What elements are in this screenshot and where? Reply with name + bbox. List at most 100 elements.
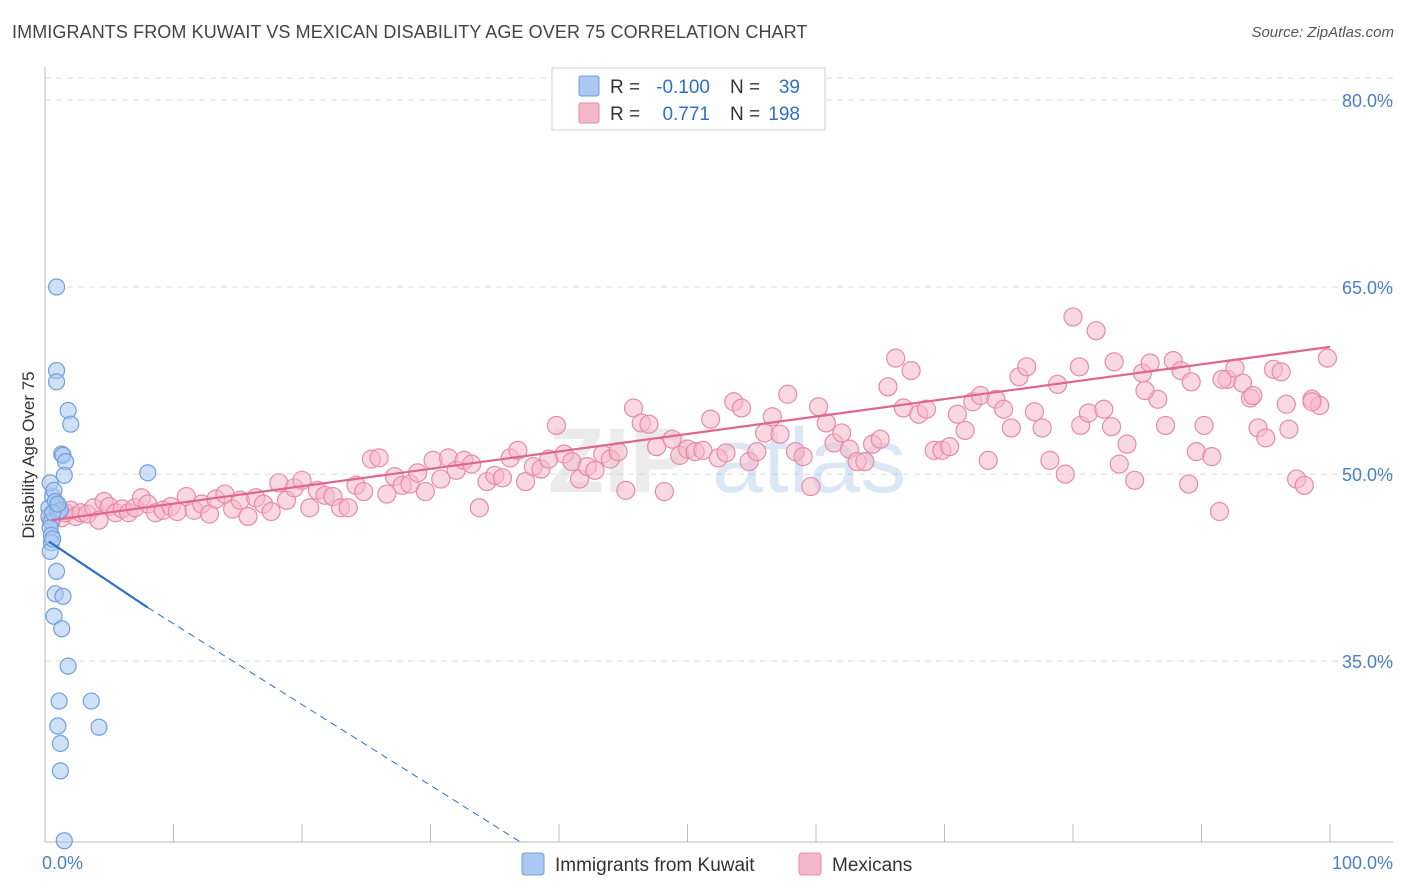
chart-source: Source: ZipAtlas.com (1251, 24, 1394, 41)
stats-r-label-kuwait: R = (610, 77, 640, 98)
kuwait-point (51, 762, 70, 780)
kuwait-point (49, 495, 67, 513)
kuwait-point (90, 718, 108, 736)
kuwait-points (40, 278, 157, 850)
mexican-point (1181, 372, 1201, 392)
kuwait-trend-extension (147, 607, 521, 843)
mexican-point (1086, 321, 1106, 341)
mexican-point (716, 443, 736, 463)
mexican-point (1040, 450, 1060, 470)
stats-swatch-mexican (578, 102, 600, 124)
x-tick-label-min: 0.0% (42, 853, 83, 873)
grid-layer (45, 77, 1393, 662)
mexican-point (1294, 475, 1314, 495)
mexican-point (1117, 434, 1137, 454)
mexican-point (1055, 464, 1075, 484)
mexican-point (585, 460, 605, 480)
mexican-point (431, 469, 451, 489)
mexican-point (238, 506, 258, 527)
mexican-point (832, 423, 852, 443)
mexican-point (1271, 362, 1291, 382)
legend-swatch-mexican[interactable] (798, 852, 822, 876)
mexican-point (793, 447, 813, 467)
stats-n-label-kuwait: N = (730, 77, 760, 98)
mexican-point (639, 414, 659, 434)
mexican-point (515, 471, 536, 492)
mexican-point (1101, 417, 1122, 437)
mexican-point (1194, 415, 1214, 436)
mexican-point (662, 429, 682, 449)
mexican-point (1202, 447, 1222, 467)
legend-label-kuwait[interactable]: Immigrants from Kuwait (555, 855, 755, 876)
mexican-point (731, 398, 752, 418)
mexican-trend-line (51, 345, 1331, 522)
mexican-point (1209, 501, 1230, 522)
kuwait-point (53, 620, 71, 638)
kuwait-point (44, 530, 62, 548)
stats-r-label-mexican: R = (610, 104, 640, 125)
mexican-point (947, 404, 967, 424)
y-tick-label: 50.0% (1342, 465, 1393, 485)
mexican-point (878, 377, 898, 397)
kuwait-point (49, 717, 67, 735)
kuwait-point (45, 607, 63, 625)
mexican-point (978, 450, 998, 470)
mexican-point (338, 498, 358, 518)
stats-n-label-mexican: N = (730, 104, 760, 125)
kuwait-trend-line (48, 540, 149, 609)
mexican-point (354, 481, 374, 502)
stats-box: R = -0.100 N = 39 R = 0.771 N = 198 (551, 67, 826, 131)
legend-label-mexican[interactable]: Mexicans (832, 855, 912, 876)
kuwait-point (47, 373, 66, 391)
mexican-point (261, 501, 281, 522)
mexican-point (1135, 380, 1155, 401)
stats-n-value-kuwait: 39 (779, 77, 800, 98)
mexican-point (747, 442, 767, 462)
mexican-point (1032, 418, 1052, 438)
mexican-point (469, 498, 489, 518)
mexican-point (89, 510, 109, 530)
mexican-point (1109, 454, 1129, 474)
mexican-point (415, 481, 435, 502)
x-tick-labels: 0.0% 100.0% (42, 853, 1393, 873)
x-tick-label-max: 100.0% (1332, 853, 1393, 873)
mexican-point (770, 424, 790, 444)
mexican-point (377, 484, 397, 504)
mexican-point (1094, 399, 1114, 419)
mexican-point (1276, 394, 1296, 414)
kuwait-point (82, 692, 100, 710)
chart-title: IMMIGRANTS FROM KUWAIT VS MEXICAN DISABI… (12, 22, 808, 42)
axes-layer (44, 67, 1393, 843)
stats-r-value-mexican: 0.771 (662, 104, 710, 125)
mexican-point (654, 481, 674, 502)
mexican-point (300, 498, 320, 518)
kuwait-point (54, 587, 72, 605)
kuwait-point (139, 464, 157, 482)
mexican-point (1125, 470, 1145, 490)
mexican-points (41, 307, 1338, 530)
mexican-point (1069, 357, 1090, 377)
mexican-point (1279, 419, 1299, 439)
mexican-point (870, 429, 890, 449)
legend: Immigrants from Kuwait Mexicans (521, 852, 912, 876)
mexican-point (623, 398, 644, 418)
mexican-point (801, 476, 821, 497)
mexican-point (1104, 352, 1124, 372)
kuwait-point (59, 657, 77, 675)
mexican-point (1179, 474, 1199, 494)
mexican-point (940, 437, 960, 457)
y-tick-labels: 35.0% 50.0% 65.0% 80.0% (1342, 91, 1393, 672)
mexican-point (886, 348, 906, 368)
kuwait-point (47, 278, 66, 296)
kuwait-point (50, 692, 68, 710)
mexican-point (994, 399, 1014, 419)
mexican-point (701, 409, 721, 429)
mexican-point (369, 448, 389, 468)
kuwait-point (47, 562, 66, 580)
mexican-point (1256, 428, 1276, 448)
mexican-point (901, 360, 921, 381)
mexican-point (616, 480, 636, 500)
legend-swatch-kuwait[interactable] (521, 852, 545, 876)
kuwait-point (62, 415, 80, 433)
kuwait-point (55, 832, 73, 850)
